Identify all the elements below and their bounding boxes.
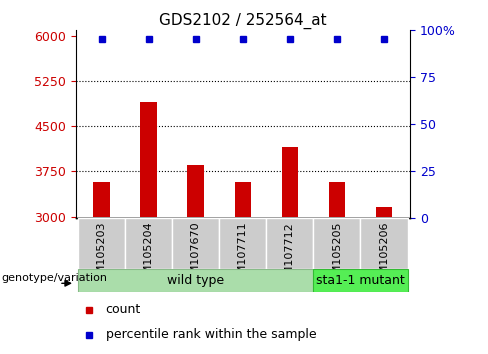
Bar <box>266 218 313 269</box>
Text: percentile rank within the sample: percentile rank within the sample <box>106 328 316 341</box>
Bar <box>125 218 172 269</box>
Text: genotype/variation: genotype/variation <box>1 273 107 283</box>
Bar <box>187 165 204 217</box>
Text: count: count <box>106 303 141 316</box>
Bar <box>376 207 392 217</box>
Text: GSM107711: GSM107711 <box>238 222 248 290</box>
Bar <box>282 147 298 217</box>
Bar <box>313 269 407 292</box>
Title: GDS2102 / 252564_at: GDS2102 / 252564_at <box>159 12 326 29</box>
Bar <box>172 218 219 269</box>
Bar <box>219 218 266 269</box>
Bar <box>361 218 407 269</box>
Text: GSM105206: GSM105206 <box>379 222 389 289</box>
Bar <box>78 269 313 292</box>
Bar <box>78 218 125 269</box>
Text: GSM107712: GSM107712 <box>285 222 295 290</box>
Bar <box>329 182 345 217</box>
Text: GSM105203: GSM105203 <box>97 222 106 289</box>
Text: GSM107670: GSM107670 <box>191 222 201 290</box>
Bar <box>93 182 110 217</box>
Bar <box>141 102 157 217</box>
Bar <box>313 218 361 269</box>
Text: GSM105204: GSM105204 <box>143 222 154 290</box>
Text: GSM105205: GSM105205 <box>332 222 342 289</box>
Text: sta1-1 mutant: sta1-1 mutant <box>316 274 405 287</box>
Bar <box>235 182 251 217</box>
Text: wild type: wild type <box>167 274 224 287</box>
